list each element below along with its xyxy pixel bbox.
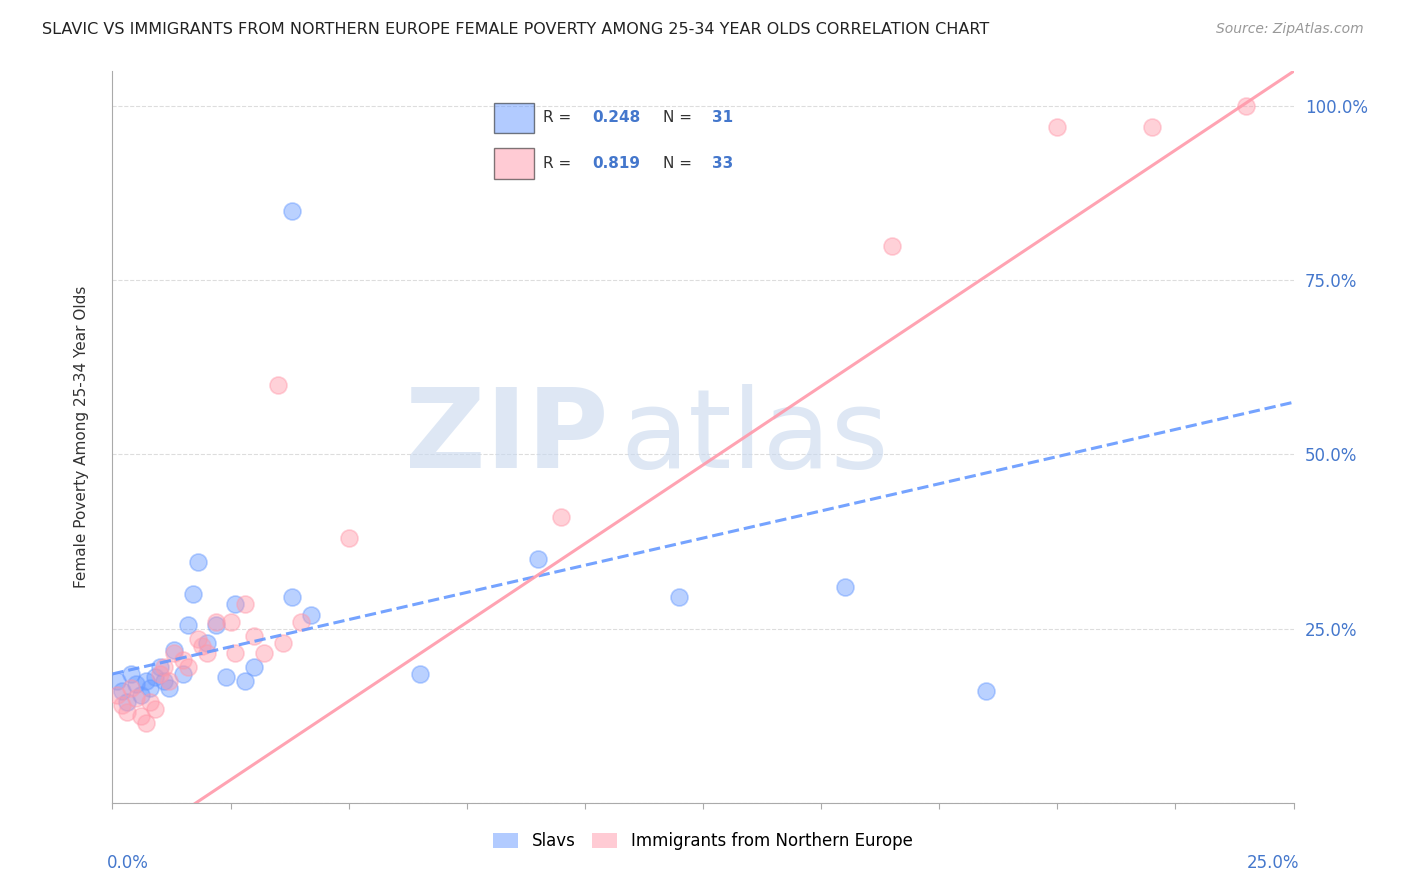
Point bbox=[143, 670, 166, 684]
Text: 25.0%: 25.0% bbox=[1247, 854, 1299, 872]
Point bbox=[253, 646, 276, 660]
Point bbox=[281, 591, 304, 605]
Point bbox=[205, 618, 228, 632]
Legend: Slavs, Immigrants from Northern Europe: Slavs, Immigrants from Northern Europe bbox=[486, 825, 920, 856]
Point bbox=[115, 705, 138, 719]
Point bbox=[111, 684, 134, 698]
Point bbox=[135, 715, 157, 730]
Point bbox=[526, 552, 548, 566]
Point bbox=[143, 702, 166, 716]
Point bbox=[120, 681, 142, 695]
Point bbox=[243, 629, 266, 643]
Point bbox=[111, 698, 134, 713]
Y-axis label: Female Poverty Among 25-34 Year Olds: Female Poverty Among 25-34 Year Olds bbox=[75, 286, 89, 588]
Point bbox=[149, 667, 172, 681]
Point bbox=[668, 591, 690, 605]
Point bbox=[267, 377, 290, 392]
Point bbox=[186, 556, 208, 570]
Point bbox=[224, 597, 246, 611]
Point bbox=[181, 587, 204, 601]
Point bbox=[243, 660, 266, 674]
Point bbox=[880, 238, 903, 252]
Point bbox=[153, 660, 176, 674]
Point bbox=[337, 531, 360, 545]
Point bbox=[125, 691, 148, 706]
Point bbox=[177, 618, 200, 632]
Point bbox=[1140, 120, 1163, 134]
Point bbox=[129, 708, 152, 723]
Point bbox=[157, 681, 180, 695]
Point bbox=[139, 695, 162, 709]
Point bbox=[408, 667, 430, 681]
Point bbox=[1234, 99, 1257, 113]
Point bbox=[177, 660, 200, 674]
Point bbox=[172, 653, 194, 667]
Point bbox=[271, 635, 294, 649]
Text: 0.0%: 0.0% bbox=[107, 854, 149, 872]
Point bbox=[834, 580, 856, 594]
Point bbox=[149, 660, 172, 674]
Point bbox=[1046, 120, 1069, 134]
Point bbox=[195, 635, 218, 649]
Point bbox=[163, 646, 186, 660]
Text: ZIP: ZIP bbox=[405, 384, 609, 491]
Text: atlas: atlas bbox=[620, 384, 889, 491]
Point bbox=[129, 688, 152, 702]
Point bbox=[233, 597, 256, 611]
Point bbox=[976, 684, 998, 698]
Point bbox=[219, 615, 242, 629]
Point bbox=[186, 632, 208, 646]
Point bbox=[172, 667, 194, 681]
Point bbox=[120, 667, 142, 681]
Point bbox=[215, 670, 238, 684]
Point bbox=[205, 615, 228, 629]
Point bbox=[233, 673, 256, 688]
Point bbox=[224, 646, 246, 660]
Point bbox=[550, 510, 572, 524]
Point bbox=[157, 673, 180, 688]
Point bbox=[105, 673, 128, 688]
Point bbox=[281, 203, 304, 218]
Point bbox=[153, 673, 176, 688]
Point bbox=[135, 673, 157, 688]
Point bbox=[191, 639, 214, 653]
Point bbox=[125, 677, 148, 691]
Point bbox=[290, 615, 312, 629]
Text: SLAVIC VS IMMIGRANTS FROM NORTHERN EUROPE FEMALE POVERTY AMONG 25-34 YEAR OLDS C: SLAVIC VS IMMIGRANTS FROM NORTHERN EUROP… bbox=[42, 22, 990, 37]
Point bbox=[163, 642, 186, 657]
Point bbox=[299, 607, 322, 622]
Point bbox=[195, 646, 218, 660]
Point bbox=[139, 681, 162, 695]
Point bbox=[105, 688, 128, 702]
Text: Source: ZipAtlas.com: Source: ZipAtlas.com bbox=[1216, 22, 1364, 37]
Point bbox=[115, 695, 138, 709]
